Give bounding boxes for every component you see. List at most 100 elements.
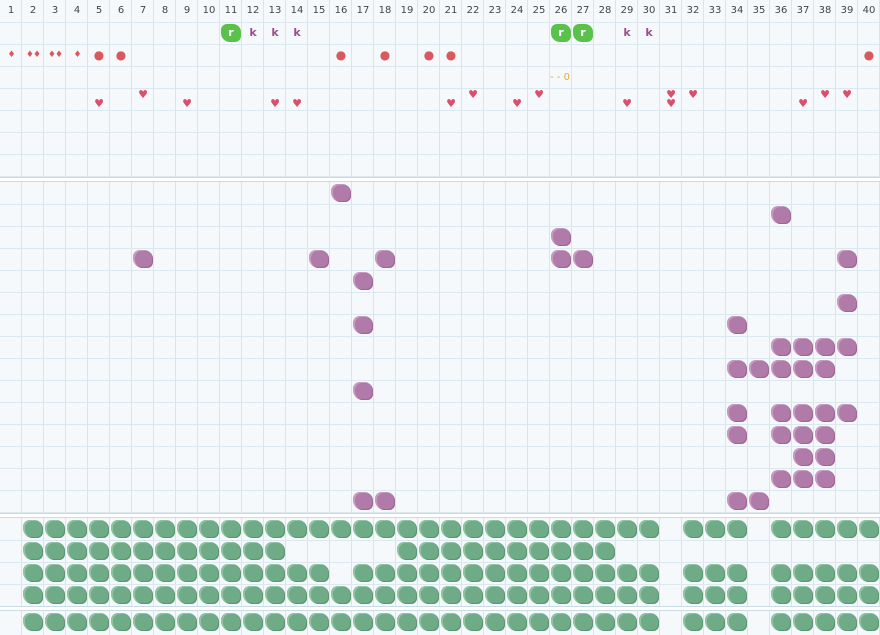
green-cell[interactable] bbox=[22, 540, 44, 562]
green-cell[interactable] bbox=[462, 562, 484, 584]
purple-cell[interactable] bbox=[792, 358, 814, 380]
green-cell[interactable] bbox=[308, 584, 330, 606]
green-cell[interactable] bbox=[440, 584, 462, 606]
green-cell[interactable] bbox=[242, 584, 264, 606]
green-cell[interactable] bbox=[154, 611, 176, 633]
purple-cell[interactable] bbox=[770, 336, 792, 358]
green-cell[interactable] bbox=[176, 562, 198, 584]
green-cell[interactable] bbox=[374, 562, 396, 584]
green-cell[interactable] bbox=[704, 518, 726, 540]
green-cell[interactable] bbox=[44, 584, 66, 606]
row2-cell[interactable]: ♦ bbox=[66, 44, 88, 66]
green-cell[interactable] bbox=[88, 540, 110, 562]
green-cell[interactable] bbox=[616, 611, 638, 633]
green-cell[interactable] bbox=[132, 584, 154, 606]
green-cell[interactable] bbox=[22, 584, 44, 606]
green-cell[interactable] bbox=[484, 584, 506, 606]
green-cell[interactable] bbox=[462, 611, 484, 633]
purple-cell[interactable] bbox=[792, 468, 814, 490]
green-cell[interactable] bbox=[154, 584, 176, 606]
top-row-cell[interactable]: r bbox=[550, 22, 572, 44]
green-cell[interactable] bbox=[528, 584, 550, 606]
heart-cell[interactable]: ♥ bbox=[792, 93, 814, 115]
green-cell[interactable] bbox=[242, 540, 264, 562]
green-cell[interactable] bbox=[528, 562, 550, 584]
purple-cell[interactable] bbox=[726, 358, 748, 380]
green-cell[interactable] bbox=[550, 518, 572, 540]
green-cell[interactable] bbox=[66, 518, 88, 540]
purple-cell[interactable] bbox=[770, 402, 792, 424]
purple-cell[interactable] bbox=[726, 402, 748, 424]
green-cell[interactable] bbox=[396, 518, 418, 540]
green-cell[interactable] bbox=[286, 562, 308, 584]
green-cell[interactable] bbox=[506, 540, 528, 562]
row2-cell[interactable]: ● bbox=[330, 44, 352, 66]
purple-cell[interactable] bbox=[748, 358, 770, 380]
green-cell[interactable] bbox=[506, 562, 528, 584]
green-cell[interactable] bbox=[616, 518, 638, 540]
green-cell[interactable] bbox=[110, 518, 132, 540]
green-cell[interactable] bbox=[616, 584, 638, 606]
green-cell[interactable] bbox=[374, 584, 396, 606]
top-row-cell[interactable]: k bbox=[264, 22, 286, 44]
green-cell[interactable] bbox=[506, 584, 528, 606]
green-cell[interactable] bbox=[242, 562, 264, 584]
heart-cell[interactable]: ♥ bbox=[286, 93, 308, 115]
green-cell[interactable] bbox=[484, 540, 506, 562]
green-cell[interactable] bbox=[220, 540, 242, 562]
green-cell[interactable] bbox=[242, 611, 264, 633]
purple-cell[interactable] bbox=[352, 380, 374, 402]
green-cell[interactable] bbox=[132, 611, 154, 633]
purple-cell[interactable] bbox=[814, 424, 836, 446]
green-cell[interactable] bbox=[792, 611, 814, 633]
green-cell[interactable] bbox=[264, 540, 286, 562]
green-cell[interactable] bbox=[550, 584, 572, 606]
green-cell[interactable] bbox=[44, 518, 66, 540]
purple-cell[interactable] bbox=[792, 424, 814, 446]
green-cell[interactable] bbox=[154, 562, 176, 584]
green-cell[interactable] bbox=[396, 584, 418, 606]
green-cell[interactable] bbox=[110, 562, 132, 584]
green-cell[interactable] bbox=[330, 584, 352, 606]
green-cell[interactable] bbox=[88, 518, 110, 540]
green-cell[interactable] bbox=[88, 584, 110, 606]
green-cell[interactable] bbox=[198, 611, 220, 633]
green-cell[interactable] bbox=[550, 562, 572, 584]
green-cell[interactable] bbox=[572, 611, 594, 633]
heart-cell[interactable]: ♥ bbox=[836, 84, 858, 106]
purple-cell[interactable] bbox=[748, 490, 770, 512]
purple-cell[interactable] bbox=[792, 402, 814, 424]
green-cell[interactable] bbox=[132, 562, 154, 584]
green-cell[interactable] bbox=[638, 562, 660, 584]
green-cell[interactable] bbox=[286, 518, 308, 540]
green-cell[interactable] bbox=[726, 611, 748, 633]
row2-cell[interactable]: ● bbox=[374, 44, 396, 66]
green-cell[interactable] bbox=[308, 518, 330, 540]
green-cell[interactable] bbox=[198, 540, 220, 562]
green-cell[interactable] bbox=[396, 540, 418, 562]
green-cell[interactable] bbox=[836, 562, 858, 584]
green-cell[interactable] bbox=[66, 584, 88, 606]
green-cell[interactable] bbox=[396, 611, 418, 633]
purple-cell[interactable] bbox=[550, 226, 572, 248]
heart-cell[interactable]: ♥ bbox=[132, 84, 154, 106]
green-cell[interactable] bbox=[770, 518, 792, 540]
green-cell[interactable] bbox=[528, 540, 550, 562]
row2-cell[interactable]: ● bbox=[858, 44, 880, 66]
green-cell[interactable] bbox=[858, 562, 880, 584]
purple-cell[interactable] bbox=[374, 248, 396, 270]
green-cell[interactable] bbox=[638, 611, 660, 633]
green-cell[interactable] bbox=[66, 540, 88, 562]
purple-cell[interactable] bbox=[770, 358, 792, 380]
green-cell[interactable] bbox=[66, 611, 88, 633]
top-row-cell[interactable]: r bbox=[220, 22, 242, 44]
green-cell[interactable] bbox=[418, 611, 440, 633]
green-cell[interactable] bbox=[154, 518, 176, 540]
row2-cell[interactable]: ● bbox=[418, 44, 440, 66]
green-cell[interactable] bbox=[418, 518, 440, 540]
purple-cell[interactable] bbox=[352, 270, 374, 292]
green-cell[interactable] bbox=[220, 518, 242, 540]
green-cell[interactable] bbox=[176, 584, 198, 606]
green-cell[interactable] bbox=[330, 611, 352, 633]
green-cell[interactable] bbox=[858, 611, 880, 633]
